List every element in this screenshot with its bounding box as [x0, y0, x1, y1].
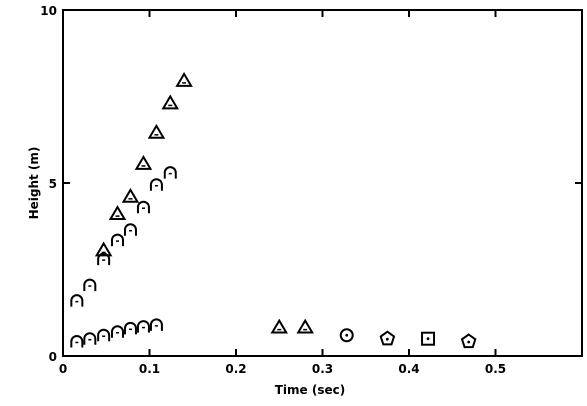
- y-tick-label: 10: [40, 4, 57, 18]
- data-point-triangle: [123, 190, 137, 202]
- data-point-open-arc: [71, 336, 82, 348]
- data-point-triangle: [163, 96, 177, 108]
- data-point-triangle: [298, 321, 312, 333]
- data-point-open-arc: [125, 323, 136, 335]
- data-point-open-arc: [151, 319, 162, 331]
- y-tick-label: 0: [49, 350, 57, 364]
- data-point-pentagon-dot: [462, 335, 475, 348]
- data-point-circle-dot: [341, 329, 353, 341]
- data-point-open-arc: [112, 235, 123, 246]
- ticks: 0 0.1 0.2 0.3 0.4 0.5 0 5 10: [40, 4, 582, 376]
- plot-frame: [63, 10, 582, 356]
- data-point-pentagon-dot: [381, 332, 394, 345]
- y-tick-label: 5: [49, 177, 57, 191]
- x-tick-label: 0: [59, 362, 67, 376]
- x-tick-label: 0.2: [225, 362, 246, 376]
- y-axis-title: Height (m): [27, 147, 41, 220]
- data-point-triangle: [272, 321, 286, 333]
- data-point-square-dot: [422, 333, 434, 345]
- x-tick-label: 0.1: [139, 362, 160, 376]
- data-points: [71, 74, 475, 348]
- data-point-triangle: [136, 157, 150, 169]
- data-point-open-arc: [125, 224, 136, 235]
- x-tick-label: 0.3: [312, 362, 333, 376]
- data-point-open-arc: [71, 295, 82, 307]
- axes: [63, 10, 582, 356]
- x-tick-label: 0.5: [485, 362, 506, 376]
- x-axis-title: Time (sec): [275, 383, 345, 397]
- data-point-triangle: [149, 126, 163, 138]
- data-point-open-arc: [138, 321, 149, 333]
- data-point-triangle: [177, 74, 191, 86]
- data-point-open-arc: [138, 202, 149, 214]
- data-point-open-arc: [98, 330, 109, 342]
- data-point-open-arc: [84, 280, 95, 291]
- x-tick-label: 0.4: [398, 362, 419, 376]
- data-point-triangle: [110, 207, 124, 219]
- data-point-open-arc: [151, 179, 162, 191]
- data-point-open-arc: [112, 326, 123, 337]
- data-point-open-arc: [165, 167, 176, 179]
- data-point-open-arc: [84, 333, 95, 345]
